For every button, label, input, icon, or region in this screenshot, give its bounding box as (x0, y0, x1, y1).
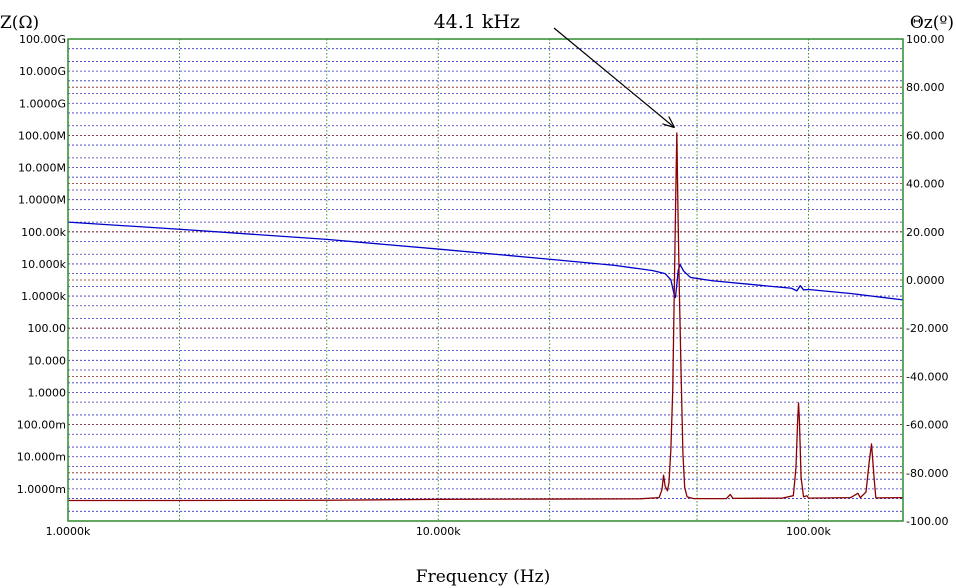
x-tick-label: 1.0000k (46, 525, 91, 538)
annotation-layer: 44.1 kHz (434, 11, 674, 127)
right-tick-label: 40.000 (906, 178, 945, 191)
left-tick-label: 100.00 (28, 322, 67, 335)
plot-frame (67, 38, 904, 522)
x-axis-label: Frequency (Hz) (416, 567, 550, 587)
right-tick-label: -20.000 (906, 322, 948, 335)
right-axis-label: Θz(º) (910, 13, 954, 33)
left-tick-label: 100.00M (18, 129, 66, 142)
annotation-arrow (553, 27, 674, 127)
x-tick-label: 10.000k (416, 525, 461, 538)
right-tick-label: 100.00 (906, 33, 945, 46)
left-tick-label: 100.00k (21, 226, 66, 239)
left-tick-label: 10.000G (19, 65, 66, 78)
left-tick-label: 10.000k (21, 258, 66, 271)
left-tick-label: 10.000M (18, 162, 66, 175)
left-axis-ticks: 100.00G 10.000G 1.0000G 100.00M 10.000M 1.000… (17, 33, 67, 496)
left-tick-label: 100.00m (17, 419, 66, 432)
impedance-series-line (67, 221, 904, 301)
phase-series-line (68, 132, 904, 502)
left-tick-label: 100.00G (19, 33, 66, 46)
left-tick-label: 1.0000m (17, 483, 66, 496)
right-tick-label: 60.000 (906, 129, 945, 142)
right-tick-label: -60.000 (906, 419, 948, 432)
left-tick-label: 1.0000k (21, 290, 66, 303)
right-tick-label: 20.000 (906, 226, 945, 239)
left-tick-label: 10.000m (17, 451, 66, 464)
left-tick-label: 10.000 (28, 354, 67, 367)
x-tick-label: 100.00k (786, 525, 831, 538)
left-tick-label: 1.0000 (28, 386, 67, 399)
right-tick-label: -40.000 (906, 370, 948, 383)
annotation-text: 44.1 kHz (434, 11, 520, 33)
left-tick-label: 1.0000M (18, 194, 66, 207)
left-axis-label: Z(Ω) (0, 13, 39, 33)
grid (68, 39, 903, 521)
x-axis-ticks: 1.0000k 10.000k 100.00k (46, 525, 832, 538)
right-tick-label: -100.00 (906, 515, 948, 528)
right-axis-ticks: 100.00 80.000 60.000 40.000 20.000 0.0000 -20.… (906, 33, 948, 528)
right-tick-label: 80.000 (906, 81, 945, 94)
right-tick-label: 0.0000 (906, 274, 945, 287)
series-layer (67, 132, 904, 502)
right-tick-label: -80.000 (906, 467, 948, 480)
left-tick-label: 1.0000G (19, 97, 66, 110)
